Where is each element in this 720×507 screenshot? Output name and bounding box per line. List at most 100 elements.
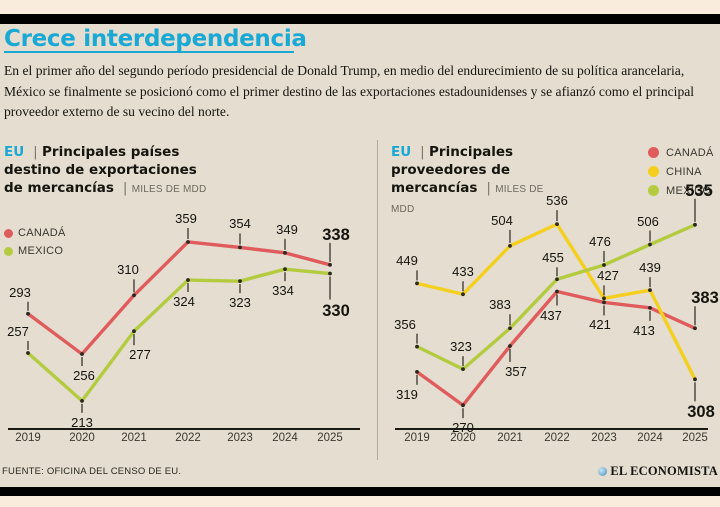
x-axis-tick-label: 2021 [497, 432, 523, 444]
x-axis-line [8, 428, 360, 430]
x-axis-tick-label: 2020 [450, 432, 476, 444]
x-axis-tick-label: 2020 [69, 432, 95, 444]
data-value-label: 506 [637, 213, 659, 229]
data-point-marker [461, 367, 465, 372]
legend-label: CANADÁ [666, 146, 714, 159]
legend-item[interactable]: CANADÁ [648, 143, 714, 162]
data-value-label: 383 [691, 289, 719, 308]
data-value-label: 293 [9, 284, 31, 300]
data-point-marker [415, 281, 419, 286]
legend-item[interactable]: CANADÁ [4, 224, 66, 242]
data-point-marker [328, 271, 332, 276]
legend-label: CHINA [666, 165, 702, 178]
chart-panel-proveedores: EU | Principales proveedores de mercancí… [383, 140, 720, 460]
legend-label: MEXICO [666, 184, 712, 197]
publisher-logo: EL ECONOMISTA [598, 464, 718, 479]
data-point-marker [328, 262, 332, 267]
bottom-rule [0, 487, 720, 496]
data-value-label: 354 [229, 216, 251, 232]
data-point-marker [461, 292, 465, 297]
data-value-label: 338 [322, 225, 350, 244]
data-value-label: 476 [589, 233, 611, 249]
data-point-marker [508, 344, 512, 348]
eu-tag: EU [4, 144, 25, 160]
data-value-label: 324 [173, 294, 195, 310]
legend-dot-icon [648, 147, 659, 158]
legend-label: MEXICO [18, 245, 64, 257]
data-point-marker [693, 326, 697, 331]
data-value-label: 310 [117, 262, 139, 278]
x-axis-tick-label: 2022 [175, 432, 201, 444]
chart-title-text: Principales proveedores de mercancías [391, 144, 514, 196]
data-value-label: 334 [272, 283, 294, 299]
eu-tag: EU [391, 144, 412, 160]
data-point-marker [186, 278, 190, 282]
data-value-label: 359 [175, 210, 197, 226]
data-point-marker [461, 403, 465, 408]
chart-plot-proveedores [415, 198, 697, 419]
x-axis-tick-label: 2019 [404, 432, 430, 444]
x-axis-tick-label: 2019 [15, 432, 41, 444]
data-value-label: 349 [276, 221, 298, 237]
legend-dot-icon [648, 185, 659, 196]
publisher-name: EL ECONOMISTA [610, 464, 718, 478]
data-value-label: 256 [73, 368, 95, 384]
data-value-label: 504 [491, 212, 513, 228]
data-point-marker [555, 289, 559, 294]
legend-item[interactable]: MEXICO [4, 242, 66, 260]
source-note: FUENTE: OFICINA DEL CENSO DE EU. [2, 466, 182, 477]
chart-title-text: Principales países destino de exportacio… [4, 144, 197, 196]
data-point-marker [648, 288, 652, 293]
data-point-marker [238, 279, 242, 284]
page-deck: En el primer año del segundo período pre… [4, 63, 695, 119]
data-point-marker [80, 398, 84, 403]
title-pipe: | [415, 144, 430, 160]
legend-dot-icon [4, 228, 13, 238]
units-pipe: | [118, 180, 132, 196]
data-value-label: 277 [129, 347, 151, 363]
x-axis-tick-label: 2025 [317, 432, 343, 444]
legend-dot-icon [4, 246, 13, 256]
title-underline [4, 51, 294, 53]
legend-item[interactable]: CHINA [648, 162, 714, 181]
x-axis-tick-label: 2022 [544, 432, 570, 444]
data-point-marker [283, 267, 287, 272]
x-axis-tick-label: 2023 [227, 432, 253, 444]
data-value-label: 323 [229, 295, 251, 311]
data-value-label: 257 [7, 323, 29, 339]
data-value-label: 413 [633, 322, 655, 338]
x-axis-tick-label: 2024 [272, 432, 298, 444]
data-value-label: 383 [489, 297, 511, 313]
globe-icon [598, 467, 608, 476]
data-point-marker [26, 351, 30, 355]
data-point-marker [602, 263, 606, 267]
data-point-marker [508, 244, 512, 248]
data-value-label: 421 [589, 317, 611, 333]
units-pipe: | [482, 180, 496, 196]
data-value-label: 433 [452, 264, 474, 280]
content-background [0, 24, 720, 487]
data-value-label: 439 [639, 260, 661, 276]
data-value-label: 330 [322, 301, 350, 320]
data-point-marker [693, 222, 697, 227]
x-axis-tick-label: 2023 [591, 432, 617, 444]
data-value-label: 536 [546, 193, 568, 209]
data-point-marker [283, 250, 287, 255]
chart-title-exportaciones: EU | Principales países destino de expor… [4, 143, 219, 199]
data-value-label: 535 [685, 181, 713, 200]
data-value-label: 449 [396, 253, 418, 269]
chart-legend-proveedores: CANADÁ CHINA MEXICO [648, 143, 714, 200]
x-axis-tick-label: 2024 [637, 432, 663, 444]
legend-label: CANADÁ [18, 227, 66, 239]
data-point-marker [693, 377, 697, 382]
chart-units: MILES DE MDD [131, 184, 207, 195]
title-pipe: | [28, 144, 43, 160]
data-value-label: 356 [394, 316, 416, 332]
legend-item[interactable]: MEXICO [648, 181, 714, 200]
series-line [415, 222, 697, 382]
data-value-label: 357 [505, 363, 527, 379]
data-value-label: 427 [597, 268, 619, 284]
page-title: Crece interdependencia [4, 26, 307, 52]
x-axis-tick-label: 2025 [682, 432, 708, 444]
